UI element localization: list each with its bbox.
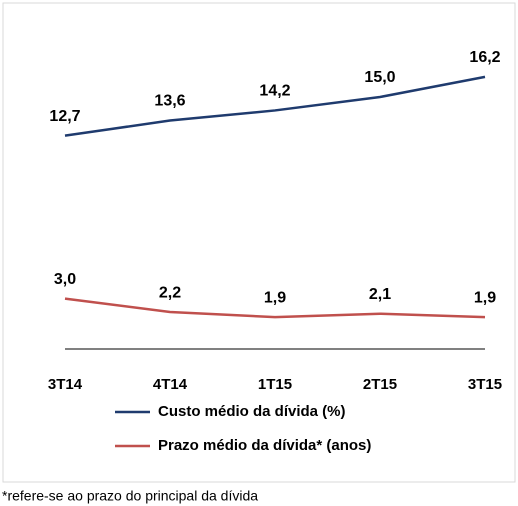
data-label: 15,0	[364, 69, 395, 86]
legend-label: Custo médio da dívida (%)	[158, 403, 346, 420]
legend-label: Prazo médio da dívida* (anos)	[158, 437, 371, 454]
data-label: 3,0	[54, 271, 76, 288]
data-label: 12,7	[49, 108, 80, 125]
x-tick-label: 3T14	[48, 376, 83, 393]
series-line	[64, 75, 486, 137]
data-label: 14,2	[259, 83, 290, 100]
x-tick-label: 1T15	[258, 376, 292, 393]
footnote: *refere-se ao prazo do principal da dívi…	[2, 488, 258, 504]
data-label: 16,2	[469, 49, 500, 66]
series-line	[64, 297, 486, 319]
data-label: 2,1	[369, 286, 391, 303]
data-label: 13,6	[154, 93, 185, 110]
x-tick-label: 4T14	[153, 376, 188, 393]
data-label: 1,9	[474, 289, 496, 306]
data-label: 2,2	[159, 284, 181, 301]
x-tick-label: 3T15	[468, 376, 502, 393]
data-label: 1,9	[264, 289, 286, 306]
chart-frame	[2, 2, 516, 483]
x-tick-label: 2T15	[363, 376, 397, 393]
